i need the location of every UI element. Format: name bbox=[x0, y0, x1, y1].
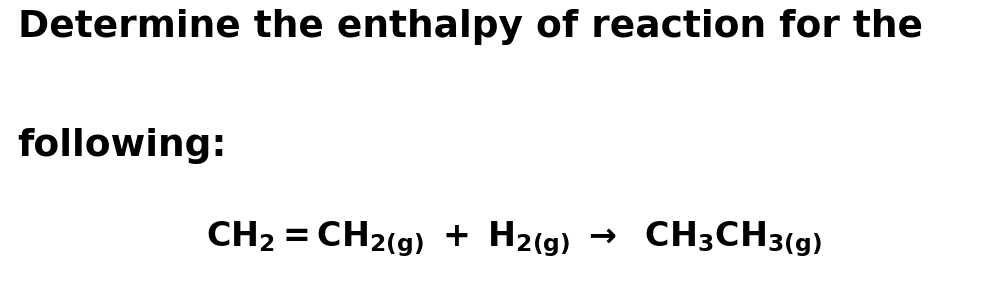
Text: following:: following: bbox=[18, 128, 228, 164]
Text: $\mathbf{CH_2{=}CH_{2(g)}\ +\ H_{2(g)}\ \rightarrow \ \ CH_3CH_{3(g)}}$: $\mathbf{CH_2{=}CH_{2(g)}\ +\ H_{2(g)}\ … bbox=[206, 219, 822, 259]
Text: Determine the enthalpy of reaction for the: Determine the enthalpy of reaction for t… bbox=[18, 9, 923, 44]
